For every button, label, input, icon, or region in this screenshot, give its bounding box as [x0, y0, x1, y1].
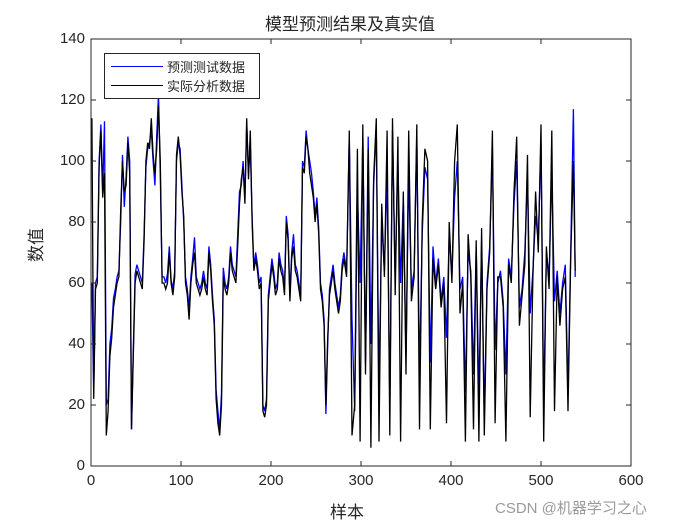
x-tick-label: 500	[528, 472, 554, 489]
x-tick-label: 100	[168, 472, 194, 489]
tick-marks	[90, 38, 632, 467]
actual-series-line	[91, 106, 576, 448]
legend-item-predicted: 预测测试数据	[111, 58, 246, 76]
y-tick-label: 20	[68, 396, 85, 413]
y-tick-label: 120	[59, 91, 85, 108]
y-tick-label: 140	[59, 30, 85, 47]
y-tick-label: 0	[76, 457, 85, 474]
chart-title: 模型预测结果及真实值	[265, 15, 435, 35]
x-tick-label: 300	[348, 472, 374, 489]
watermark: CSDN @机器学习之心	[495, 500, 647, 517]
y-tick-label: 60	[68, 274, 85, 291]
legend: 预测测试数据 实际分析数据	[104, 53, 260, 99]
legend-line-black-icon	[111, 84, 163, 86]
x-axis-label: 样本	[330, 503, 364, 523]
y-tick-label: 80	[68, 213, 85, 230]
legend-label: 预测测试数据	[167, 60, 246, 76]
y-tick-label: 100	[59, 152, 85, 169]
y-axis-label: 数值	[27, 228, 47, 262]
series-layer	[91, 93, 576, 448]
predicted-series-line	[91, 93, 576, 430]
y-tick-label: 40	[68, 335, 85, 352]
legend-item-actual: 实际分析数据	[111, 77, 246, 95]
x-tick-label: 600	[618, 472, 644, 489]
x-tick-label: 0	[86, 472, 96, 489]
x-tick-label: 200	[258, 472, 284, 489]
legend-label: 实际分析数据	[167, 79, 246, 95]
x-tick-label: 400	[438, 472, 464, 489]
legend-line-blue-icon	[111, 65, 163, 67]
